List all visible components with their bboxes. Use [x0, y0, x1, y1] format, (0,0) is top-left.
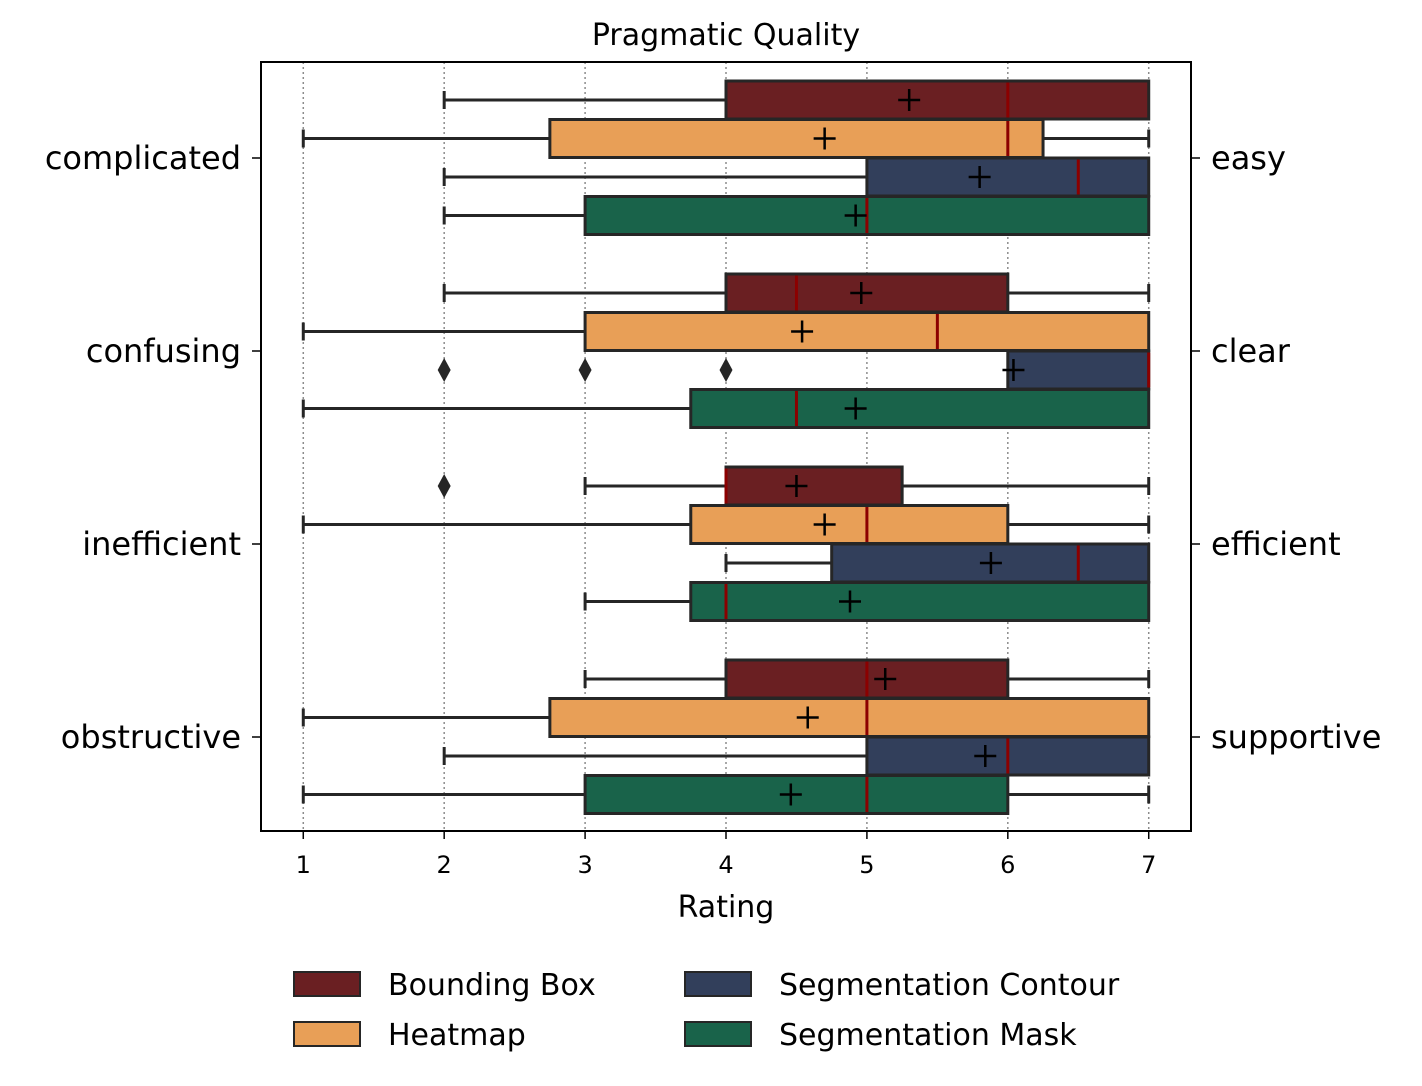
legend-item: Segmentation Mask: [684, 1018, 1077, 1053]
legend: Bounding Box Segmentation Contour Heatmap S…: [293, 968, 1120, 1053]
box-0-0: [442, 79, 1151, 121]
outlier-marker: [437, 474, 451, 498]
boxes-layer: [301, 79, 1151, 815]
x-axis-label: Rating: [678, 890, 775, 925]
box-2-2: [724, 542, 1151, 584]
box-3-3: [301, 774, 1151, 815]
box-body: [724, 79, 1151, 121]
category-label-left: complicated: [45, 139, 241, 177]
axis-ticks: 1 2 3 4 5 6 7 complicated confusing inefficient ob…: [45, 139, 1382, 879]
legend-item: Heatmap: [293, 1018, 526, 1053]
box-0-3: [442, 195, 1151, 236]
box-2-0: [437, 465, 1151, 507]
box-2-1: [301, 504, 1151, 545]
category-label-left: confusing: [86, 332, 241, 370]
legend-swatch: [684, 971, 752, 997]
chart-title: Pragmatic Quality: [592, 18, 860, 53]
box-body: [548, 697, 1151, 738]
legend-label: Heatmap: [388, 1018, 526, 1053]
box-body: [689, 504, 1010, 545]
box-1-2: [437, 349, 1151, 391]
x-tick-label: 3: [577, 851, 592, 879]
box-3-0: [583, 658, 1151, 700]
category-label-right: supportive: [1211, 718, 1381, 756]
legend-label: Segmentation Mask: [779, 1018, 1077, 1053]
category-label-left: obstructive: [61, 718, 241, 756]
box-body: [865, 156, 1151, 198]
box-0-2: [442, 156, 1151, 198]
box-3-2: [442, 735, 1151, 777]
x-tick-label: 2: [437, 851, 452, 879]
box-2-3: [583, 581, 1151, 622]
box-body: [689, 581, 1151, 622]
category-label-right: easy: [1211, 139, 1286, 177]
legend-swatch: [293, 971, 361, 997]
box-body: [689, 388, 1151, 429]
legend-swatch: [293, 1021, 361, 1047]
legend-item: Bounding Box: [293, 968, 596, 1003]
x-tick-label: 4: [718, 851, 733, 879]
box-body: [1006, 349, 1151, 391]
outlier-marker: [437, 358, 451, 382]
box-0-1: [301, 118, 1151, 159]
x-tick-label: 5: [859, 851, 874, 879]
box-body: [724, 465, 904, 507]
box-1-0: [442, 272, 1151, 314]
outlier-marker: [719, 358, 733, 382]
legend-swatch: [684, 1021, 752, 1047]
box-1-1: [301, 311, 1151, 352]
legend-label: Bounding Box: [388, 968, 596, 1003]
x-tick-label: 6: [1000, 851, 1015, 879]
x-tick-label: 1: [296, 851, 311, 879]
category-label-right: clear: [1211, 332, 1291, 370]
outlier-marker: [578, 358, 592, 382]
category-label-left: inefficient: [82, 525, 241, 563]
category-label-right: efficient: [1211, 525, 1341, 563]
box-body: [548, 118, 1045, 159]
box-1-3: [301, 388, 1151, 429]
x-tick-label: 7: [1141, 851, 1156, 879]
legend-item: Segmentation Contour: [684, 968, 1120, 1003]
box-3-1: [301, 697, 1151, 738]
box-body: [583, 311, 1151, 352]
legend-label: Segmentation Contour: [779, 968, 1120, 1003]
